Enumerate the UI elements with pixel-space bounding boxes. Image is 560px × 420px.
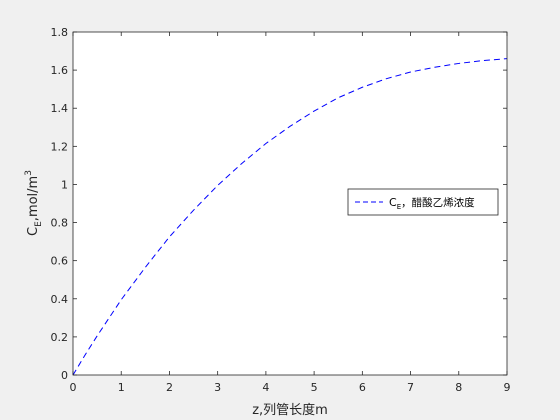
y-axis-label-base: C — [26, 227, 41, 236]
x-tick-label: 2 — [166, 381, 173, 394]
legend-label: CE，醋酸乙烯浓度 — [389, 196, 475, 211]
y-tick-label: 0.2 — [51, 331, 69, 344]
x-tick-label: 4 — [262, 381, 269, 394]
y-tick-label: 1.8 — [51, 26, 69, 39]
legend-label-rest: ，醋酸乙烯浓度 — [401, 196, 475, 209]
y-axis-label-mid: ,mol/m — [26, 176, 41, 221]
y-tick-label: 1 — [61, 178, 68, 191]
ticks-layer: 0 1 2 3 4 5 6 7 8 9 0 0.2 0.4 0.6 0.8 1 1.2 1.4 1.6 1.8 — [51, 26, 511, 394]
legend: CE，醋酸乙烯浓度 — [347, 188, 499, 216]
legend-label-base: C — [389, 196, 397, 209]
y-axis-label-sup: 3 — [24, 170, 34, 176]
y-tick-label: 0.4 — [51, 293, 69, 306]
x-tick-label: 8 — [455, 381, 462, 394]
y-tick-label: 0.6 — [51, 255, 69, 268]
legend-label-sub: E — [397, 203, 401, 211]
y-axis-label: CE,mol/m3 — [24, 170, 44, 236]
x-tick-label: 9 — [504, 381, 511, 394]
x-tick-label: 6 — [359, 381, 366, 394]
x-tick-label: 3 — [214, 381, 221, 394]
plot-frame — [72, 31, 508, 376]
x-tick-label: 1 — [118, 381, 125, 394]
y-tick-label: 1.4 — [51, 102, 69, 115]
x-tick-label: 5 — [311, 381, 318, 394]
y-tick-label: 1.6 — [51, 64, 69, 77]
y-tick-label: 1.2 — [51, 140, 69, 153]
y-axis-label-sub: E — [34, 221, 44, 227]
y-tick-label: 0.8 — [51, 217, 69, 230]
y-tick-label: 0 — [61, 369, 68, 382]
x-axis-label: z,列管长度m — [252, 402, 328, 418]
x-tick-label: 0 — [70, 381, 77, 394]
x-tick-label: 7 — [407, 381, 414, 394]
